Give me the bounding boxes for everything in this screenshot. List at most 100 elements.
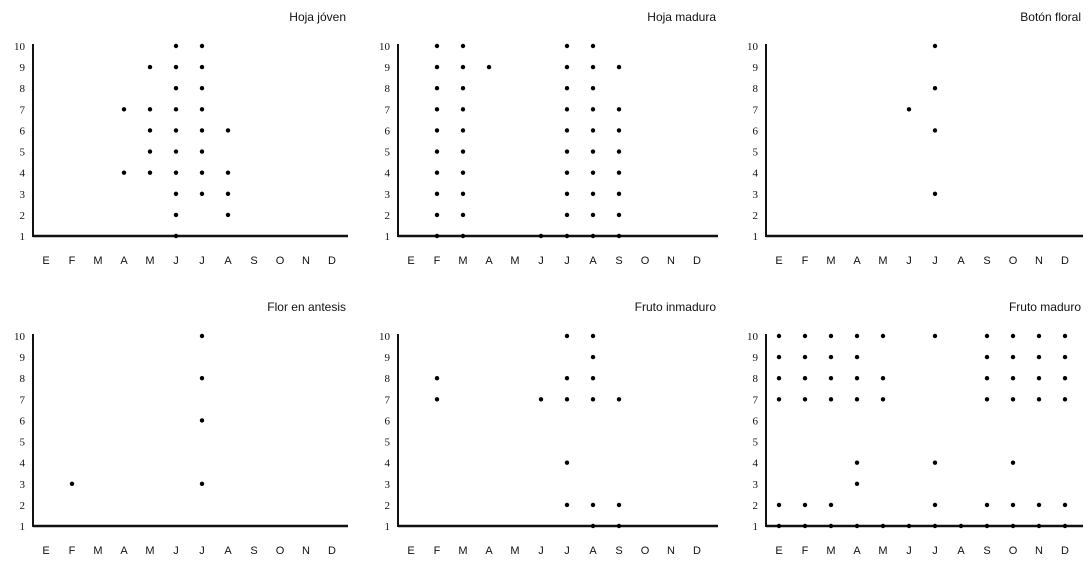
hoja-madura-x-tick-4: A bbox=[485, 255, 493, 267]
hoja-joven-point-19 bbox=[199, 86, 205, 91]
flor-en-antesis-x-tick-9: S bbox=[250, 545, 257, 557]
hoja-madura-point-33 bbox=[590, 64, 596, 70]
hoja-joven-point-1 bbox=[121, 170, 127, 175]
flor-en-antesis-y-tick-8: 8 bbox=[20, 373, 26, 385]
chart-fruto-maduro-svg: Fruto maduro 1 2 3 4 5 6 7 8 9 10 E F M A M J J A S O N D bbox=[747, 300, 1083, 557]
fruto-maduro-x-tick-2: F bbox=[802, 545, 809, 557]
hoja-madura-x-tick-5: M bbox=[510, 255, 519, 267]
fruto-inmaduro-x-tick-5: M bbox=[510, 545, 519, 557]
fruto-maduro-y-tick-8: 8 bbox=[753, 373, 759, 385]
boton-floral-y-tick-9: 9 bbox=[753, 62, 759, 74]
fruto-inmaduro-y-tick-8: 8 bbox=[385, 373, 391, 385]
flor-en-antesis-y-tick-3: 3 bbox=[20, 479, 26, 491]
boton-floral-x-tick-6: J bbox=[906, 255, 912, 267]
hoja-madura-point-44 bbox=[616, 128, 622, 133]
fruto-inmaduro-x-tick-1: E bbox=[407, 545, 414, 557]
flor-en-antesis-y-tick-7: 7 bbox=[20, 394, 26, 406]
fruto-maduro-point-22 bbox=[854, 460, 860, 465]
fruto-inmaduro-x-tick-7: J bbox=[564, 545, 570, 557]
hoja-joven-point-17 bbox=[199, 43, 205, 49]
hoja-joven-point-12 bbox=[173, 149, 179, 154]
fruto-maduro-y-tick-3: 3 bbox=[753, 479, 759, 491]
flor-en-antesis-x-tick-12: D bbox=[328, 545, 336, 557]
hoja-joven-y-tick-1: 1 bbox=[20, 231, 26, 243]
flor-en-antesis-x-tick-3: M bbox=[93, 545, 102, 557]
hoja-joven-point-23 bbox=[199, 170, 205, 175]
flor-en-antesis-point-1 bbox=[199, 333, 205, 339]
fruto-maduro-point-37 bbox=[984, 376, 990, 381]
hoja-joven-point-10 bbox=[173, 107, 179, 112]
fruto-inmaduro-y-tick-3: 3 bbox=[385, 479, 391, 491]
fruto-inmaduro-y-tick-4: 4 bbox=[385, 458, 391, 470]
hoja-joven-point-21 bbox=[199, 128, 205, 133]
hoja-madura-point-31 bbox=[564, 233, 570, 239]
fruto-maduro-x-tick-8: A bbox=[957, 545, 965, 557]
fruto-maduro-point-45 bbox=[1010, 460, 1016, 465]
chart-fruto-maduro: Fruto maduro 1 2 3 4 5 6 7 8 9 10 E F M A M J J A S O N D bbox=[733, 290, 1085, 565]
hoja-madura-point-37 bbox=[590, 149, 596, 154]
hoja-joven-x-tick-8: A bbox=[224, 255, 232, 267]
fruto-maduro-point-44 bbox=[1010, 397, 1016, 402]
hoja-madura-point-2 bbox=[434, 86, 440, 91]
fruto-maduro-point-49 bbox=[1036, 354, 1042, 360]
flor-en-antesis-y-tick-4: 4 bbox=[20, 458, 26, 470]
fruto-maduro-point-42 bbox=[1010, 354, 1016, 360]
fruto-maduro-x-tick-1: E bbox=[775, 545, 782, 557]
hoja-joven-y-tick-2: 2 bbox=[20, 210, 26, 222]
boton-floral-y-tick-6: 6 bbox=[753, 125, 759, 137]
hoja-madura-point-48 bbox=[616, 212, 622, 218]
hoja-madura-point-16 bbox=[460, 170, 466, 175]
fruto-maduro-point-9 bbox=[802, 397, 808, 402]
fruto-inmaduro-point-5 bbox=[564, 397, 570, 402]
fruto-maduro-y-tick-7: 7 bbox=[753, 394, 759, 406]
fruto-maduro-point-5 bbox=[776, 523, 782, 529]
fruto-maduro-point-0 bbox=[776, 333, 782, 339]
boton-floral-x-tick-1: E bbox=[775, 255, 782, 267]
fruto-inmaduro-point-3 bbox=[564, 333, 570, 339]
boton-floral-y-tick-7: 7 bbox=[753, 104, 759, 116]
hoja-madura-x-tick-6: J bbox=[538, 255, 544, 267]
fruto-inmaduro-x-tick-9: S bbox=[615, 545, 622, 557]
hoja-madura-point-38 bbox=[590, 170, 596, 175]
fruto-inmaduro-x-tick-6: J bbox=[538, 545, 544, 557]
fruto-maduro-point-48 bbox=[1036, 333, 1042, 339]
hoja-madura-x-tick-3: M bbox=[458, 255, 467, 267]
fruto-maduro-point-47 bbox=[1010, 523, 1016, 529]
hoja-madura-point-15 bbox=[460, 149, 466, 154]
flor-en-antesis-y-tick-10: 10 bbox=[14, 331, 26, 343]
fruto-maduro-point-57 bbox=[1062, 397, 1068, 402]
fruto-maduro-point-11 bbox=[802, 523, 808, 529]
fruto-maduro-point-25 bbox=[880, 333, 886, 339]
hoja-madura-point-22 bbox=[564, 43, 570, 49]
hoja-madura-point-5 bbox=[434, 149, 440, 154]
hoja-madura-point-40 bbox=[590, 212, 596, 218]
fruto-maduro-x-tick-6: J bbox=[906, 545, 912, 557]
fruto-inmaduro-point-9 bbox=[590, 354, 596, 360]
hoja-joven-x-tick-1: E bbox=[42, 255, 49, 267]
fruto-maduro-x-tick-12: D bbox=[1061, 545, 1069, 557]
flor-en-antesis-point-4 bbox=[199, 481, 205, 486]
fruto-maduro-point-33 bbox=[932, 523, 938, 529]
hoja-madura-point-35 bbox=[590, 107, 596, 112]
hoja-madura-point-10 bbox=[460, 43, 466, 49]
flor-en-antesis-y-tick-6: 6 bbox=[20, 415, 26, 427]
fruto-maduro-point-12 bbox=[828, 333, 834, 339]
hoja-madura-point-12 bbox=[460, 86, 466, 91]
fruto-maduro-point-58 bbox=[1062, 502, 1068, 508]
hoja-madura-point-21 bbox=[538, 233, 544, 239]
fruto-inmaduro-x-tick-8: A bbox=[589, 545, 597, 557]
hoja-joven-point-5 bbox=[147, 149, 153, 154]
hoja-madura-y-tick-6: 6 bbox=[385, 125, 391, 137]
hoja-madura-y-tick-4: 4 bbox=[385, 168, 391, 180]
hoja-madura-point-49 bbox=[616, 233, 622, 239]
fruto-maduro-point-13 bbox=[828, 354, 834, 360]
fruto-maduro-point-34 bbox=[958, 523, 964, 529]
hoja-madura-point-29 bbox=[564, 191, 570, 196]
hoja-joven-point-2 bbox=[147, 64, 153, 70]
fruto-inmaduro-point-11 bbox=[590, 397, 596, 402]
hoja-madura-point-45 bbox=[616, 149, 622, 154]
fruto-maduro-point-1 bbox=[776, 354, 782, 360]
hoja-joven-x-tick-6: J bbox=[173, 255, 179, 267]
fruto-maduro-y-tick-9: 9 bbox=[753, 352, 759, 364]
hoja-madura-point-25 bbox=[564, 107, 570, 112]
